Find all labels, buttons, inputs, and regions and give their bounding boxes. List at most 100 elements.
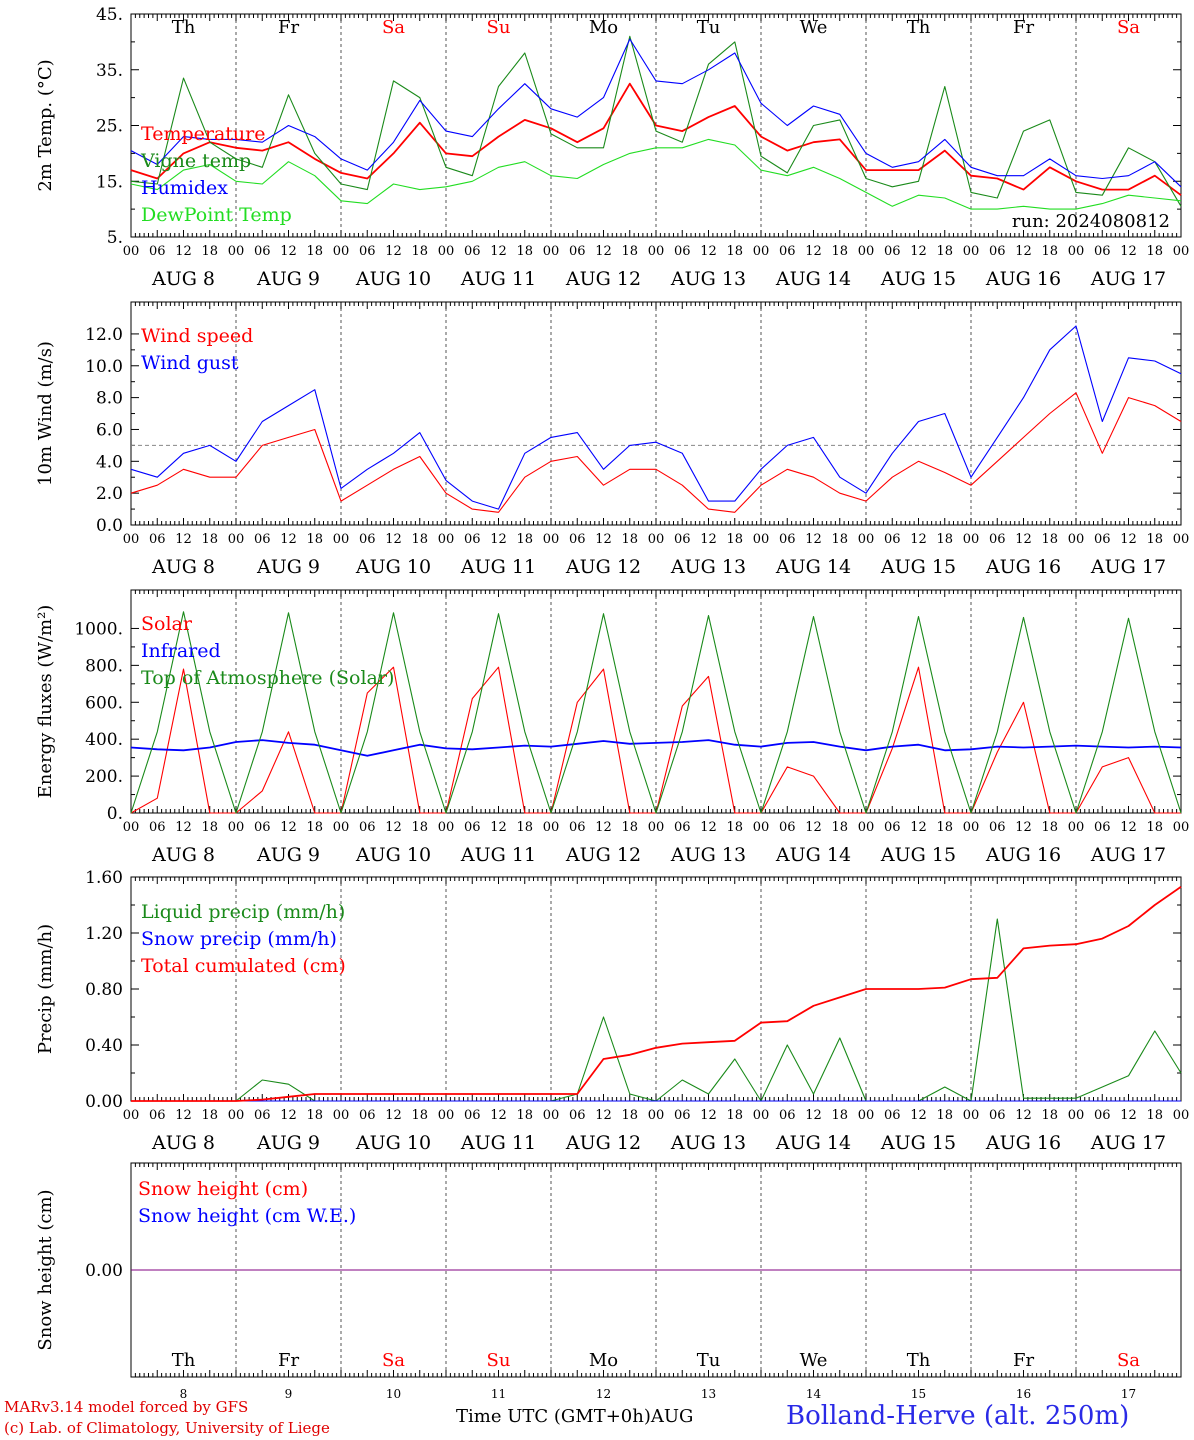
hour-label: 18 bbox=[726, 244, 743, 259]
hour-label: 00 bbox=[753, 1108, 770, 1123]
hour-label: 00 bbox=[123, 1108, 140, 1123]
legend-entry: Snow height (cm) bbox=[138, 1178, 308, 1200]
hour-label: 06 bbox=[779, 532, 796, 547]
hour-label: 00 bbox=[123, 820, 140, 835]
hour-label: 00 bbox=[333, 532, 350, 547]
hour-label: 18 bbox=[1041, 244, 1058, 259]
hour-label: 00 bbox=[963, 820, 980, 835]
hour-label: 12 bbox=[280, 532, 297, 547]
hour-label: 12 bbox=[595, 820, 612, 835]
hour-label: 00 bbox=[123, 532, 140, 547]
hour-label: 06 bbox=[884, 244, 901, 259]
x-axis-title: Time UTC (GMT+0h)AUG bbox=[456, 1406, 693, 1427]
hour-label: 00 bbox=[543, 244, 560, 259]
weekday-label: Fr bbox=[278, 1350, 299, 1371]
hour-label: 12 bbox=[805, 532, 822, 547]
weekday-label: Th bbox=[172, 1350, 196, 1371]
series-wind-gust bbox=[130, 325, 1182, 510]
hour-label: 12 bbox=[490, 820, 507, 835]
date-label: AUG 13 bbox=[670, 556, 746, 578]
series-humidex bbox=[130, 38, 1182, 188]
panel-frame bbox=[130, 301, 1182, 526]
hour-label: 00 bbox=[1068, 244, 1085, 259]
y-tick-label: 1000. bbox=[74, 619, 123, 639]
hour-label: 12 bbox=[280, 820, 297, 835]
y-tick-label: 0.00 bbox=[85, 1092, 123, 1112]
hour-label: 12 bbox=[280, 1108, 297, 1123]
y-axis-title: 2m Temp. (°C) bbox=[35, 59, 56, 191]
hour-label: 06 bbox=[149, 532, 166, 547]
y-tick-label: 0.80 bbox=[85, 980, 123, 1000]
hour-label: 18 bbox=[936, 532, 953, 547]
series-total-cumulated-cm bbox=[131, 886, 1182, 1102]
y-tick-label: 800. bbox=[85, 656, 123, 676]
hour-label: 12 bbox=[490, 1108, 507, 1123]
run-label: run: 2024080812 bbox=[1012, 211, 1170, 232]
hour-label: 12 bbox=[1015, 532, 1032, 547]
date-label: AUG 17 bbox=[1090, 556, 1166, 578]
weekday-label: Sa bbox=[382, 17, 405, 38]
hour-label: 06 bbox=[254, 244, 271, 259]
panel-1: 5. 15. 25. 35. 45. 2m Temp. (°C) Th Fr Sa Su Mo Tu W… bbox=[35, 5, 1189, 290]
date-label: AUG 17 bbox=[1090, 844, 1166, 866]
weekday-label: Su bbox=[487, 1350, 511, 1371]
date-label: AUG 14 bbox=[775, 268, 851, 290]
station-title: Bolland-Herve (alt. 250m) bbox=[786, 1401, 1130, 1431]
panel-frame bbox=[130, 589, 1182, 814]
panel-5: 0.00 Snow height (cm) Snow height (cm) Snow… bbox=[35, 1162, 1182, 1401]
hour-label: 18 bbox=[831, 244, 848, 259]
hour-label: 06 bbox=[779, 820, 796, 835]
date-label: AUG 12 bbox=[565, 268, 641, 290]
hour-label: 06 bbox=[359, 532, 376, 547]
hour-label: 18 bbox=[1041, 532, 1058, 547]
date-label: AUG 16 bbox=[985, 844, 1061, 866]
day-number-label: 13 bbox=[701, 1387, 716, 1401]
date-label: AUG 15 bbox=[880, 844, 956, 866]
date-label: AUG 17 bbox=[1090, 268, 1166, 290]
legend-entry: Infrared bbox=[141, 640, 221, 662]
hour-label: 18 bbox=[201, 532, 218, 547]
date-label: AUG 13 bbox=[670, 268, 746, 290]
hour-label: 12 bbox=[700, 532, 717, 547]
date-label: AUG 11 bbox=[460, 556, 536, 578]
y-tick-label: 0. bbox=[107, 804, 123, 824]
weekday-label: Tu bbox=[697, 17, 721, 38]
series-dewpoint-temp bbox=[130, 138, 1182, 210]
hour-label: 06 bbox=[884, 820, 901, 835]
y-tick-label: 200. bbox=[85, 767, 123, 787]
y-axis-title: Snow height (cm) bbox=[35, 1189, 56, 1350]
y-tick-label: 600. bbox=[85, 693, 123, 713]
hour-label: 12 bbox=[910, 244, 927, 259]
weekday-label: Sa bbox=[1117, 17, 1140, 38]
hour-label: 06 bbox=[569, 244, 586, 259]
day-number-label: 12 bbox=[596, 1387, 611, 1401]
y-tick-label: 1.20 bbox=[85, 924, 123, 944]
hour-label: 18 bbox=[411, 244, 428, 259]
hour-label: 06 bbox=[359, 820, 376, 835]
series-infrared bbox=[130, 739, 1182, 757]
day-number-label: 15 bbox=[911, 1387, 926, 1401]
hour-label: 06 bbox=[254, 820, 271, 835]
weekday-label: Mo bbox=[589, 17, 618, 38]
hour-label: 18 bbox=[516, 532, 533, 547]
hour-label: 06 bbox=[989, 244, 1006, 259]
hour-label: 18 bbox=[831, 820, 848, 835]
legend-entry: Humidex bbox=[141, 177, 228, 199]
y-tick-label: 0.00 bbox=[85, 1261, 123, 1281]
hour-label: 18 bbox=[516, 244, 533, 259]
hour-label: 12 bbox=[1015, 820, 1032, 835]
date-label: AUG 16 bbox=[985, 556, 1061, 578]
date-label: AUG 9 bbox=[256, 268, 320, 290]
hour-label: 18 bbox=[306, 820, 323, 835]
y-tick-label: 0.40 bbox=[85, 1036, 123, 1056]
hour-label: 18 bbox=[411, 820, 428, 835]
date-label: AUG 13 bbox=[670, 844, 746, 866]
hour-label: 06 bbox=[464, 244, 481, 259]
hour-label: 12 bbox=[595, 532, 612, 547]
hour-label: 18 bbox=[306, 244, 323, 259]
hour-label: 12 bbox=[805, 244, 822, 259]
hour-label: 00 bbox=[1173, 244, 1190, 259]
y-tick-label: 10.0 bbox=[85, 357, 123, 377]
hour-label: 06 bbox=[989, 1108, 1006, 1123]
hour-label: 00 bbox=[228, 1108, 245, 1123]
